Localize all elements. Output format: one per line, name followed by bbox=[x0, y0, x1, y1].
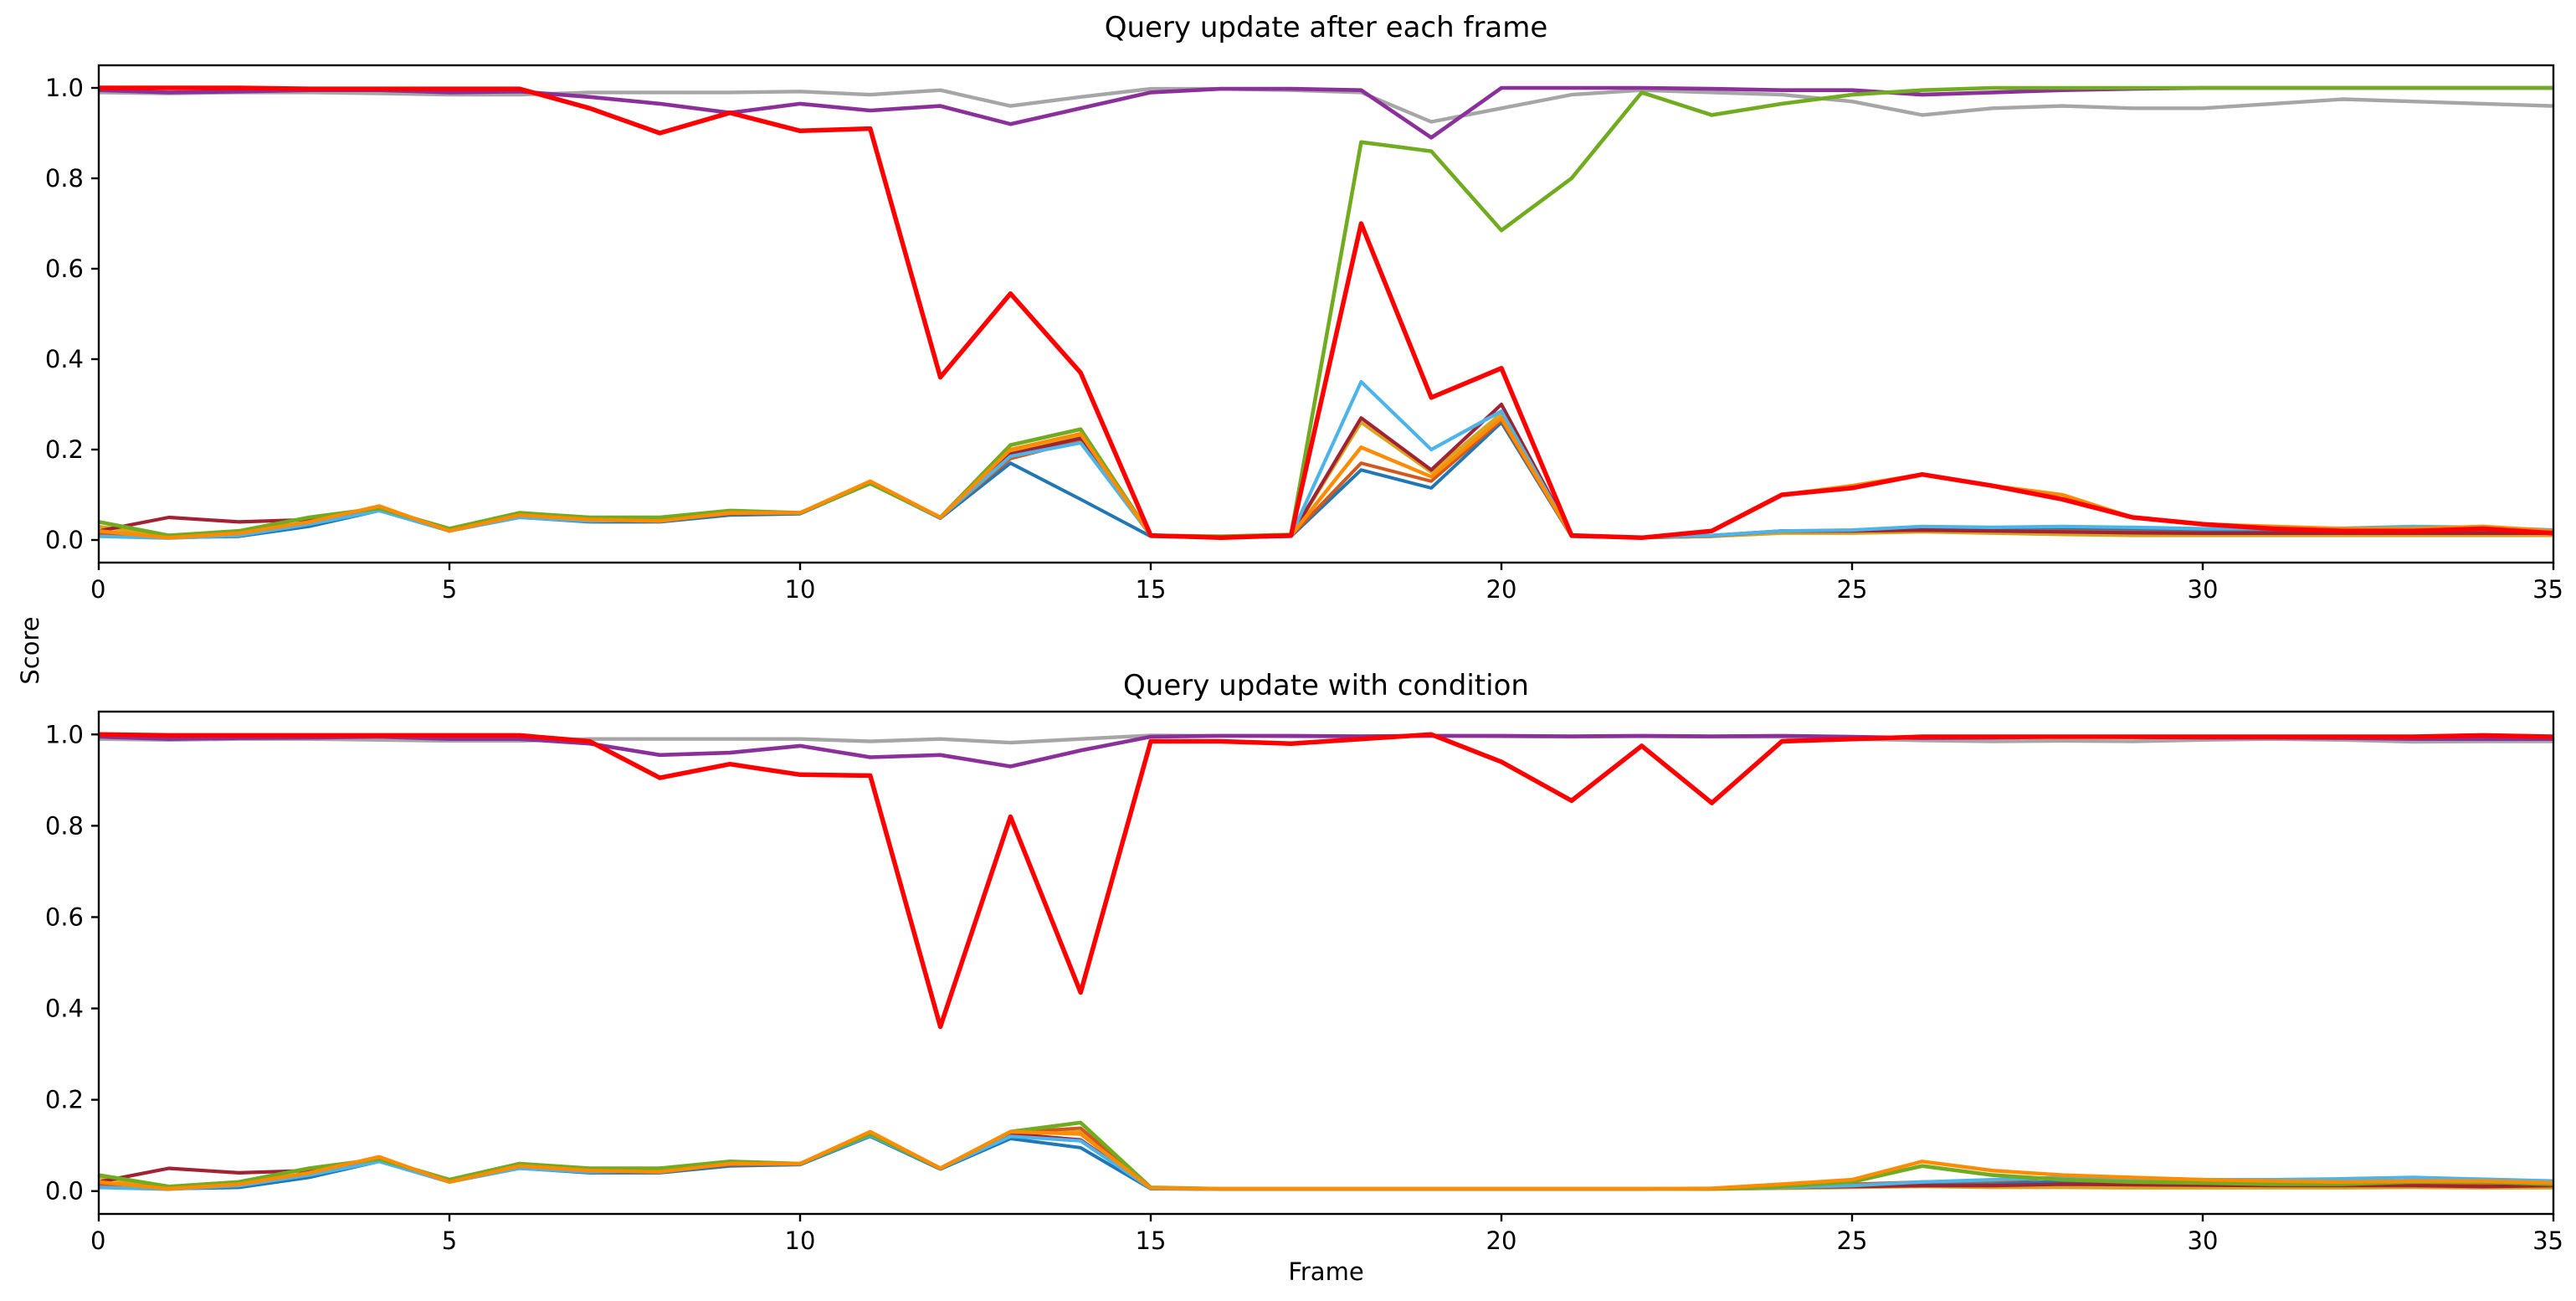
x-tick-label: 35 bbox=[2532, 1226, 2563, 1255]
y-tick-label: 0.8 bbox=[45, 164, 84, 193]
bottom-chart: 0 5 10 15 20 25 30 35 0.0 0.2 0.4 0.6 0.8 1.0 bbox=[45, 710, 2563, 1255]
series-line-orange bbox=[98, 1129, 2554, 1191]
x-tick-label: 25 bbox=[1837, 1226, 1868, 1255]
y-tick-label: 1.0 bbox=[45, 74, 84, 102]
y-tick-label: 0.0 bbox=[45, 526, 84, 554]
x-tick-label: 20 bbox=[1486, 1226, 1517, 1255]
axes-box bbox=[97, 64, 2555, 564]
x-tick-label: 5 bbox=[442, 575, 457, 604]
x-tick-label: 10 bbox=[785, 1226, 816, 1255]
series-line-skyblue bbox=[98, 379, 2554, 540]
x-tick-label: 20 bbox=[1486, 575, 1517, 604]
y-tick-label: 0.2 bbox=[45, 435, 84, 464]
top-chart-title: Query update after each frame bbox=[1104, 11, 1548, 44]
x-tick-label: 30 bbox=[2188, 1226, 2219, 1255]
y-axis-label: Score bbox=[16, 616, 44, 685]
bottom-chart-title: Query update with condition bbox=[1123, 669, 1529, 702]
y-tick-label: 0.2 bbox=[45, 1086, 84, 1114]
series-line-maroon bbox=[98, 402, 2553, 539]
axes-box bbox=[97, 710, 2555, 1216]
series-line-red bbox=[98, 732, 2554, 1030]
x-tick-label: 35 bbox=[2532, 575, 2563, 604]
y-tick-label: 0.4 bbox=[45, 995, 84, 1023]
x-tick-label: 0 bbox=[90, 575, 105, 604]
x-tick-label: 0 bbox=[90, 1226, 105, 1255]
y-tick-label: 0.8 bbox=[45, 811, 84, 840]
x-tick-label: 25 bbox=[1837, 575, 1868, 604]
y-tick-label: 0.4 bbox=[45, 345, 84, 373]
x-tick-label: 15 bbox=[1136, 575, 1167, 604]
x-tick-label: 30 bbox=[2188, 575, 2219, 604]
x-tick-label: 5 bbox=[442, 1226, 457, 1255]
x-tick-label: 10 bbox=[785, 575, 816, 604]
x-tick-label: 15 bbox=[1136, 1226, 1167, 1255]
y-tick-label: 0.6 bbox=[45, 255, 84, 283]
series-line-red bbox=[99, 85, 2554, 541]
y-tick-label: 0.6 bbox=[45, 902, 84, 931]
y-tick-label: 0.0 bbox=[45, 1177, 84, 1206]
series-line-green bbox=[98, 85, 2553, 539]
x-axis-label: Frame bbox=[1288, 1257, 1364, 1286]
y-tick-label: 1.0 bbox=[45, 720, 84, 748]
top-chart: 0 5 10 15 20 25 30 35 0.0 0.2 0.4 0.6 0.8 1.0 bbox=[45, 64, 2563, 604]
